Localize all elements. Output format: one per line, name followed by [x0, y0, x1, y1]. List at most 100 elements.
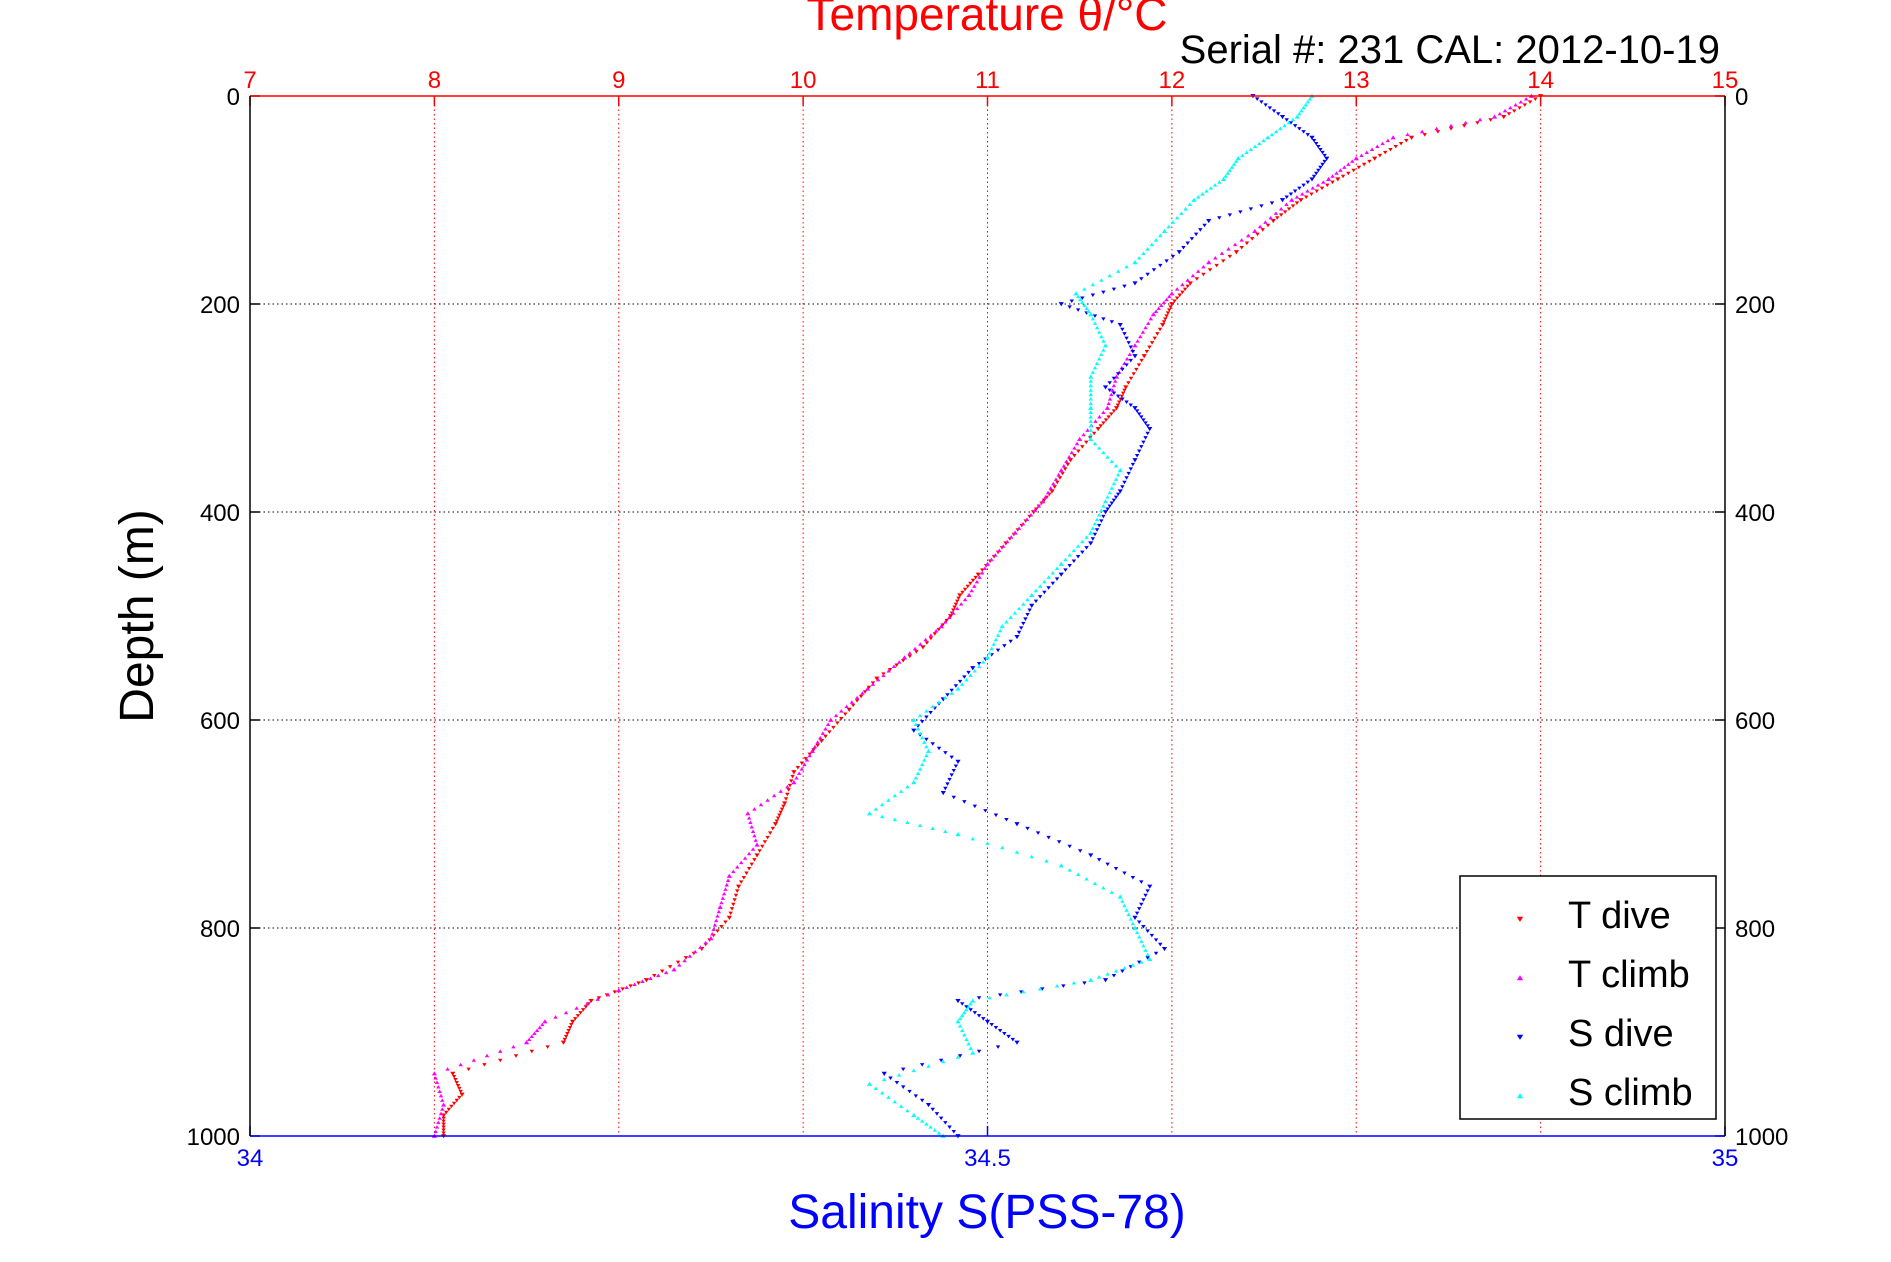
- data-point: [913, 1094, 919, 1098]
- data-point: [778, 789, 783, 793]
- data-point: [1101, 410, 1106, 414]
- data-point: [1290, 117, 1296, 122]
- data-point: [898, 1104, 904, 1108]
- data-point: [569, 1023, 574, 1027]
- data-point: [987, 995, 992, 1000]
- data-point: [436, 1120, 441, 1125]
- data-point: [1014, 822, 1020, 827]
- data-point: [1134, 930, 1140, 934]
- data-point: [1513, 102, 1518, 107]
- data-point: [911, 728, 917, 733]
- data-point: [1278, 126, 1283, 131]
- data-point: [1255, 232, 1260, 237]
- data-point: [1128, 917, 1133, 921]
- data-point: [907, 654, 912, 659]
- data-point: [1096, 523, 1102, 528]
- data-point: [1088, 530, 1094, 535]
- data-point: [907, 651, 912, 655]
- data-point: [1130, 875, 1136, 880]
- data-point: [1398, 142, 1404, 146]
- data-point: [1297, 111, 1302, 116]
- temperature-tick-label: 13: [1343, 67, 1370, 94]
- data-point: [1527, 100, 1533, 104]
- data-point: [799, 767, 805, 771]
- data-point: [1109, 392, 1114, 397]
- data-point: [1067, 458, 1074, 463]
- data-point: [726, 915, 732, 920]
- data-point: [962, 675, 967, 679]
- legend-marker-t-dive: [1516, 916, 1524, 922]
- data-point: [891, 664, 897, 669]
- data-point: [1212, 183, 1218, 187]
- data-point: [1208, 186, 1214, 190]
- data-point: [976, 664, 982, 669]
- data-point: [968, 1001, 973, 1006]
- data-point: [839, 709, 844, 713]
- data-point: [799, 761, 805, 766]
- data-point: [1305, 189, 1310, 193]
- data-point: [1122, 871, 1127, 876]
- data-point: [1080, 550, 1085, 555]
- data-point: [894, 663, 899, 668]
- depth-tick-label-right: 600: [1735, 708, 1775, 735]
- legend-label: T dive: [1568, 895, 1671, 937]
- data-point: [1042, 579, 1047, 584]
- data-point: [1143, 325, 1148, 330]
- data-point: [563, 1010, 569, 1015]
- data-point: [1267, 106, 1273, 110]
- data-point: [1141, 354, 1147, 359]
- data-point: [777, 813, 782, 818]
- data-point: [1284, 118, 1289, 122]
- data-point: [1297, 127, 1302, 131]
- data-point: [1134, 367, 1139, 372]
- data-point: [999, 624, 1005, 629]
- data-point: [782, 801, 788, 806]
- data-point: [1094, 528, 1100, 532]
- data-point: [712, 923, 718, 927]
- data-point: [1261, 138, 1266, 143]
- data-point: [960, 682, 965, 686]
- data-point: [656, 973, 661, 978]
- temperature-tick-label: 12: [1159, 67, 1186, 94]
- data-point: [1063, 467, 1068, 471]
- data-point: [451, 1075, 457, 1079]
- data-point: [956, 596, 961, 601]
- data-point: [1294, 201, 1300, 205]
- data-point: [1046, 835, 1051, 840]
- data-point: [898, 789, 904, 793]
- data-point: [1115, 403, 1121, 408]
- data-point: [1265, 223, 1271, 228]
- data-point: [529, 1034, 535, 1038]
- data-point: [628, 984, 633, 988]
- data-point: [1145, 431, 1150, 436]
- data-point: [1259, 204, 1264, 208]
- data-point: [1311, 139, 1317, 143]
- data-point: [1117, 489, 1123, 494]
- data-point: [1101, 450, 1106, 455]
- data-point: [1168, 305, 1173, 309]
- data-point: [1185, 278, 1190, 282]
- data-point: [1096, 330, 1102, 334]
- data-point: [1303, 102, 1308, 107]
- data-point: [1158, 263, 1163, 268]
- data-point: [1101, 885, 1106, 890]
- data-point: [905, 784, 910, 789]
- data-point: [1164, 297, 1169, 302]
- data-point: [955, 599, 960, 604]
- data-point: [1193, 232, 1199, 237]
- data-point: [972, 668, 978, 673]
- data-point: [1150, 312, 1157, 317]
- data-point: [1122, 903, 1127, 908]
- data-point: [1351, 168, 1356, 173]
- data-point: [1111, 287, 1117, 292]
- data-point: [1321, 180, 1326, 184]
- data-point: [844, 704, 849, 709]
- data-point: [1064, 459, 1069, 464]
- data-point: [862, 690, 868, 694]
- data-point: [1232, 242, 1238, 247]
- data-point: [1405, 132, 1410, 137]
- data-point: [1488, 118, 1493, 122]
- data-point: [715, 914, 720, 918]
- data-point: [1126, 912, 1131, 917]
- data-point: [1143, 893, 1148, 898]
